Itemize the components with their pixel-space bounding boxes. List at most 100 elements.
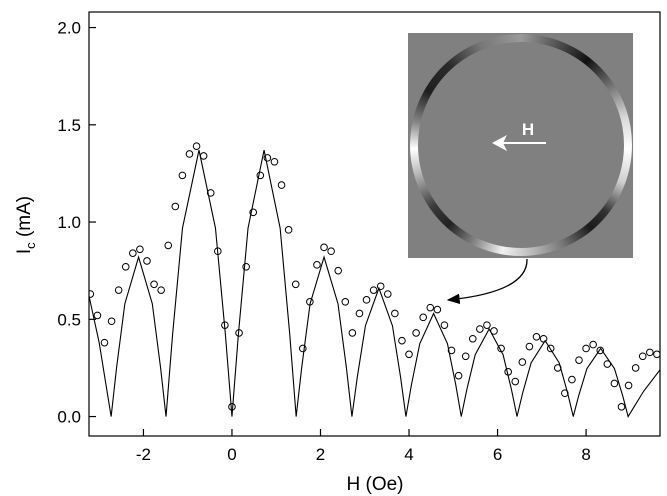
y-tick-label: 1.5 [57, 116, 81, 135]
data-point [114, 286, 123, 294]
ring-interior [418, 42, 624, 248]
data-point [291, 280, 300, 289]
inset-overlay: H [492, 120, 546, 151]
data-point [653, 350, 660, 359]
y-tick-label: 1.0 [57, 213, 81, 232]
data-point [362, 296, 371, 304]
data-point [376, 282, 385, 291]
data-point [327, 247, 335, 256]
data-point [525, 342, 534, 351]
data-point [192, 142, 201, 151]
data-point [263, 154, 272, 162]
data-point [518, 358, 527, 366]
data-point [171, 202, 180, 211]
data-point [298, 344, 307, 353]
data-point [348, 329, 357, 337]
data-point [483, 321, 491, 329]
data-point [454, 371, 463, 380]
y-label-main: I [14, 249, 35, 254]
data-point [617, 403, 626, 411]
plot-frame [88, 11, 661, 437]
field-arrow-head [492, 135, 507, 151]
data-point [391, 309, 399, 318]
data-point [164, 241, 173, 250]
x-tick-label: -2 [136, 445, 151, 464]
data-point [405, 350, 413, 359]
data-point [631, 364, 640, 372]
x-tick-label: 0 [227, 445, 236, 464]
data-point [589, 340, 597, 349]
data-point [398, 336, 406, 345]
data-point [426, 303, 435, 312]
data-point [596, 346, 605, 355]
y-label-sub: c [23, 242, 38, 249]
data-point [157, 286, 165, 294]
data-point [539, 334, 548, 343]
data-point [178, 171, 187, 180]
data-point [228, 403, 236, 411]
data-point [511, 377, 520, 386]
x-tick-label: 6 [493, 445, 502, 464]
data-point [249, 208, 258, 217]
data-point [284, 226, 293, 234]
data-point [320, 243, 328, 252]
data-point [334, 266, 343, 275]
data-point [199, 152, 208, 160]
data-point [89, 290, 95, 298]
data-point [355, 309, 364, 318]
data-point [121, 262, 130, 271]
data-point [206, 189, 215, 197]
data-point [646, 348, 654, 357]
data-point [150, 280, 158, 289]
data-point [270, 157, 279, 166]
y-tick-label: 0.0 [57, 408, 81, 427]
data-point [129, 249, 137, 257]
x-tick-label: 2 [316, 445, 325, 464]
data-point [341, 297, 350, 306]
ring [410, 34, 632, 256]
inset-pointer-arrow [446, 258, 528, 305]
x-tick-label: 4 [404, 445, 413, 464]
data-point [582, 344, 590, 353]
fit-line [89, 149, 660, 418]
x-tick-label: 8 [581, 445, 590, 464]
data-point [575, 356, 583, 364]
data-point [468, 334, 477, 343]
data-point [568, 375, 576, 384]
data-point [100, 338, 109, 347]
data-point [277, 181, 286, 189]
data-point [369, 286, 378, 294]
data-point [242, 262, 250, 271]
data-point [603, 360, 612, 368]
plot-area [89, 142, 660, 418]
data-point [440, 321, 449, 329]
y-label-unit: (mA) [14, 196, 35, 242]
data-point [383, 290, 392, 298]
y-axis-label: Ic (mA) [14, 196, 38, 254]
x-axis-label: H (Oe) [347, 474, 404, 495]
data-point [624, 381, 633, 390]
data-point [447, 346, 456, 355]
data-point [185, 150, 194, 158]
data-point [143, 257, 151, 265]
data-point [546, 344, 555, 353]
data-point [532, 333, 541, 341]
data-point [610, 379, 619, 388]
data-point [476, 325, 484, 333]
data-point [313, 261, 321, 269]
y-tick-label: 2.0 [57, 19, 81, 38]
data-point [256, 171, 265, 180]
inset-image: H [408, 33, 633, 258]
data-point [107, 317, 116, 326]
inset-label: H [522, 120, 534, 139]
data-point [461, 352, 470, 361]
y-tick-label: 0.5 [57, 310, 81, 329]
data-point [412, 329, 420, 337]
data-point [638, 352, 647, 361]
data-point [419, 313, 427, 322]
data-point [433, 305, 442, 314]
data-point [93, 311, 102, 320]
data-point [136, 245, 144, 254]
